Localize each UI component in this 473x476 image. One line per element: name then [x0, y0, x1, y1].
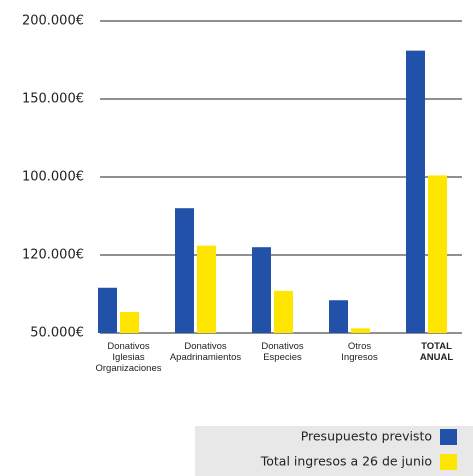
legend-box: [195, 426, 473, 476]
x-tick-label: Donativos Apadrinamientos: [169, 341, 242, 363]
x-tick-label: Otros Ingresos: [341, 341, 378, 363]
bar: [252, 247, 271, 333]
y-tick-label: 150.000€: [22, 92, 84, 107]
bar: [175, 208, 194, 333]
legend-swatch: [440, 454, 457, 470]
bar: [197, 245, 216, 333]
bar: [274, 290, 293, 333]
y-tick-label: 120.000€: [22, 248, 84, 263]
legend-swatch: [440, 429, 457, 445]
bar: [406, 50, 425, 333]
bar: [120, 311, 139, 333]
legend-label: Total ingresos a 26 de junio: [260, 454, 432, 469]
x-tick-label: Donativos Especies: [261, 341, 304, 363]
legend-label: Presupuesto previsto: [301, 429, 432, 444]
bar: [329, 300, 348, 333]
y-tick-label: 50.000€: [30, 326, 84, 341]
y-tick-label: 100.000€: [22, 170, 84, 185]
x-tick-label: TOTAL ANUAL: [419, 341, 454, 363]
x-tick-label: Donativos Iglesias Organizaciones: [95, 341, 162, 374]
y-tick-label: 200.000€: [22, 14, 84, 29]
bar: [428, 175, 447, 333]
bar: [98, 287, 117, 333]
bar: [351, 328, 370, 333]
